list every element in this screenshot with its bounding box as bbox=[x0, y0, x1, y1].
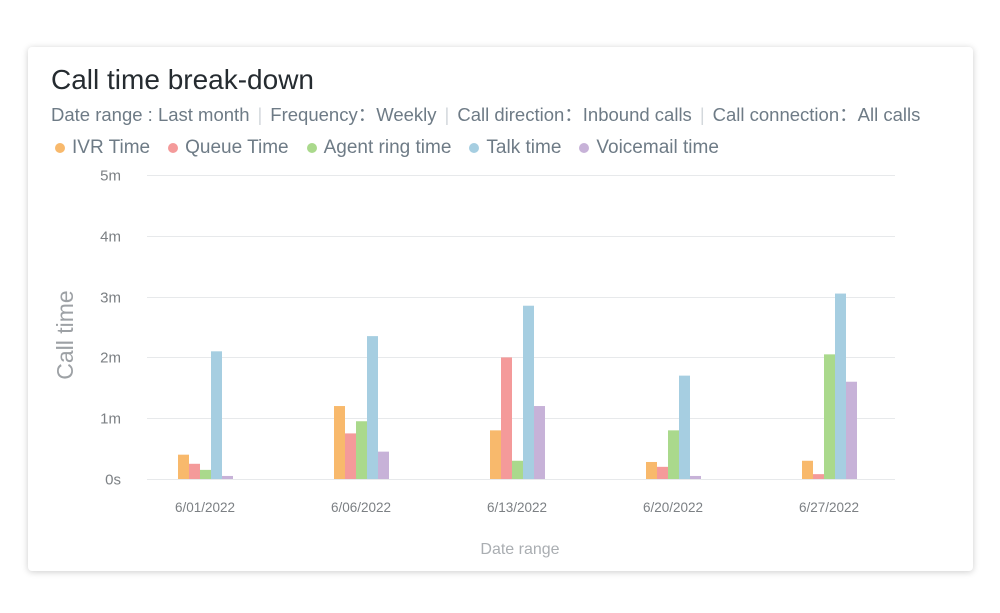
bar-agent-ring-time-6-13-2022[interactable] bbox=[512, 460, 523, 479]
y-tick-label-3m: 3m bbox=[100, 290, 121, 307]
bar-voicemail-time-6-13-2022[interactable] bbox=[534, 406, 545, 479]
legend-dot-talk-time bbox=[469, 143, 480, 153]
x-tick-label-6-27-2022: 6/27/2022 bbox=[799, 500, 859, 515]
bar-talk-time-6-06-2022[interactable] bbox=[367, 336, 378, 479]
legend-label-ivr-time: IVR Time bbox=[72, 137, 151, 158]
x-tick-label-6-06-2022: 6/06/2022 bbox=[331, 500, 391, 515]
filter-separator: | bbox=[444, 104, 450, 125]
legend-dot-queue-time bbox=[168, 143, 179, 153]
legend-dot-agent-ring-time bbox=[306, 143, 317, 153]
bar-agent-ring-time-6-06-2022[interactable] bbox=[356, 421, 367, 479]
y-tick-label-1m: 1m bbox=[100, 411, 121, 428]
legend-label-talk-time: Talk time bbox=[486, 137, 562, 158]
x-tick-label-6-13-2022: 6/13/2022 bbox=[487, 500, 547, 515]
chart-legend: IVR Time Queue Time Agent ring time Talk… bbox=[55, 136, 737, 160]
filter-date-range: Date range : Last month bbox=[51, 104, 250, 125]
bar-ivr-time-6-13-2022[interactable] bbox=[490, 430, 501, 479]
bar-talk-time-6-13-2022[interactable] bbox=[523, 305, 534, 479]
legend-item-ivr-time[interactable]: IVR Time bbox=[55, 136, 150, 160]
y-tick-label-5m: 5m bbox=[100, 168, 121, 185]
legend-dot-ivr-time bbox=[55, 143, 65, 153]
chart-title: Call time break-down bbox=[51, 64, 314, 95]
legend-label-queue-time: Queue Time bbox=[185, 137, 289, 158]
y-tick-label-4m: 4m bbox=[100, 229, 121, 246]
bar-voicemail-time-6-27-2022[interactable] bbox=[846, 381, 857, 479]
bar-ivr-time-6-06-2022[interactable] bbox=[334, 406, 345, 479]
filter-summary: Date range : Last month | Frequency：Week… bbox=[51, 103, 920, 127]
bar-ivr-time-6-27-2022[interactable] bbox=[802, 460, 813, 479]
filter-call-direction: Call direction：Inbound calls bbox=[457, 104, 692, 125]
y-tick-label-0s: 0s bbox=[105, 472, 121, 489]
chart-card: 0s 1m 2m 3m 4m 5m 6/01/2022 6/06/2022 6/13/2022 6… bbox=[28, 47, 973, 571]
legend-label-voicemail-time: Voicemail time bbox=[596, 137, 719, 158]
legend-dot-voicemail-time bbox=[579, 143, 590, 153]
filter-separator: | bbox=[257, 104, 263, 125]
bar-talk-time-6-27-2022[interactable] bbox=[835, 293, 846, 479]
bar-queue-time-6-20-2022[interactable] bbox=[657, 466, 668, 479]
legend-item-voicemail-time[interactable]: Voicemail time bbox=[579, 136, 719, 160]
bar-agent-ring-time-6-01-2022[interactable] bbox=[200, 469, 211, 479]
y-tick-label-2m: 2m bbox=[100, 350, 121, 367]
y-axis-title: Call time bbox=[52, 290, 78, 379]
bar-voicemail-time-6-01-2022[interactable] bbox=[222, 475, 233, 479]
bar-agent-ring-time-6-27-2022[interactable] bbox=[824, 354, 835, 479]
x-tick-label-6-20-2022: 6/20/2022 bbox=[643, 500, 703, 515]
legend-item-queue-time[interactable]: Queue Time bbox=[168, 136, 289, 160]
bar-queue-time-6-01-2022[interactable] bbox=[189, 463, 200, 479]
bar-talk-time-6-01-2022[interactable] bbox=[211, 351, 222, 479]
filter-call-connection: Call connection：All calls bbox=[712, 104, 921, 125]
filter-frequency: Frequency：Weekly bbox=[270, 104, 437, 125]
legend-item-agent-ring-time[interactable]: Agent ring time bbox=[306, 136, 452, 160]
bar-ivr-time-6-20-2022[interactable] bbox=[646, 461, 657, 479]
bar-ivr-time-6-01-2022[interactable] bbox=[178, 454, 189, 479]
bar-talk-time-6-20-2022[interactable] bbox=[679, 375, 690, 479]
x-axis-title: Date range bbox=[480, 541, 559, 558]
legend-item-talk-time[interactable]: Talk time bbox=[469, 136, 561, 160]
bar-queue-time-6-13-2022[interactable] bbox=[501, 357, 512, 479]
bar-voicemail-time-6-20-2022[interactable] bbox=[690, 475, 701, 479]
bar-queue-time-6-27-2022[interactable] bbox=[813, 474, 824, 479]
bar-voicemail-time-6-06-2022[interactable] bbox=[378, 451, 389, 479]
bar-chart: 0s 1m 2m 3m 4m 5m 6/01/2022 6/06/2022 6/13/2022 6… bbox=[52, 168, 895, 558]
bar-queue-time-6-06-2022[interactable] bbox=[345, 433, 356, 479]
filter-separator: | bbox=[699, 104, 705, 125]
bar-agent-ring-time-6-20-2022[interactable] bbox=[668, 430, 679, 479]
legend-label-agent-ring-time: Agent ring time bbox=[323, 137, 452, 158]
x-tick-label-6-01-2022: 6/01/2022 bbox=[175, 500, 235, 515]
